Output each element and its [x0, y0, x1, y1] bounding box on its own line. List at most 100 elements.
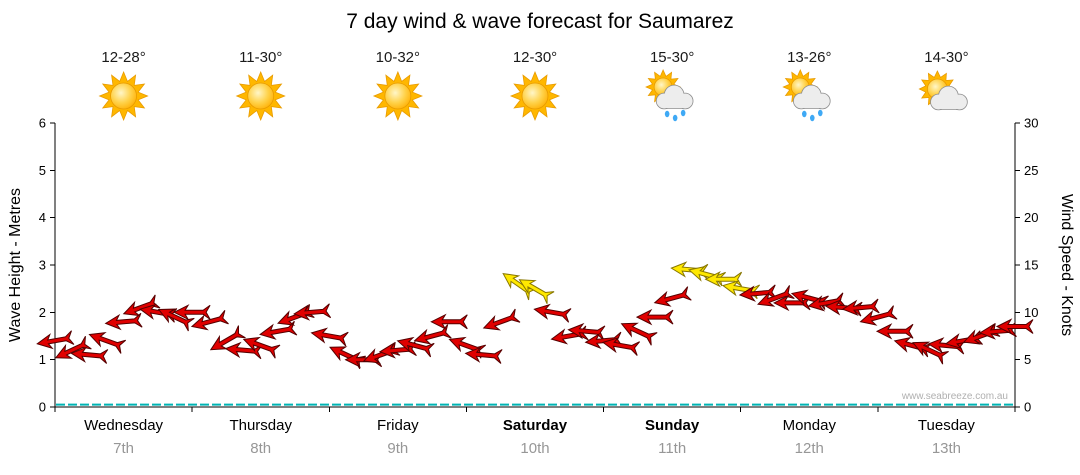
wind-arrow [721, 280, 761, 300]
day-temp: 11-30° [239, 49, 282, 66]
wind-arrow [277, 304, 315, 326]
day-name: Saturday [503, 417, 568, 434]
wind-arrow [413, 324, 452, 345]
wind-arrow [772, 294, 811, 312]
wind-arrow [88, 332, 127, 354]
wind-arrow [70, 346, 109, 364]
right-tick-label: 25 [1024, 163, 1038, 178]
sun-icon [98, 70, 149, 122]
day-temp: 15-30° [650, 49, 694, 66]
right-tick-label: 10 [1024, 305, 1038, 320]
left-tick-label: 3 [39, 258, 46, 273]
wind-arrow [482, 308, 521, 331]
day-headers: 12-28° 11-30° 10-32° 12-30° 15-30° 13-26° 14-3… [98, 49, 969, 122]
day-name: Monday [783, 417, 837, 434]
right-axis-label: Wind Speed - Knots [1058, 194, 1075, 336]
wind-arrow [344, 351, 383, 368]
wind-arrow [927, 337, 966, 355]
wind-arrow [310, 327, 349, 347]
left-tick-label: 2 [39, 305, 46, 320]
wind-arrow [209, 325, 246, 351]
wind-arrow [224, 341, 263, 360]
wind-arrow [448, 336, 487, 359]
wind-arrow [329, 346, 366, 370]
wind-arrow [653, 286, 692, 307]
cloud-icon [655, 84, 694, 110]
axes: 0 1 2 3 4 5 6 0 5 10 15 20 25 30 [39, 116, 1039, 415]
wind-arrow [601, 336, 641, 356]
sun-icon [372, 70, 423, 122]
day-date: 13th [932, 440, 961, 457]
wind-arrow [738, 284, 777, 302]
wind-arrow [550, 325, 589, 345]
wind-arrow [704, 270, 743, 288]
day-temp: 12-30° [513, 49, 557, 66]
day-temp: 14-30° [924, 49, 968, 66]
chart-title: 7 day wind & wave forecast for Saumarez [346, 10, 734, 33]
day-name: Thursday [229, 417, 292, 434]
left-tick-label: 5 [39, 163, 46, 178]
wind-arrow [172, 304, 211, 321]
wind-arrow [464, 346, 503, 364]
wind-arrow [584, 331, 623, 350]
day-temp: 12-28° [101, 49, 145, 66]
day-name: Tuesday [918, 417, 975, 434]
wind-arrow [104, 312, 143, 331]
rain-icon [801, 109, 823, 122]
wind-arrow [242, 336, 281, 359]
right-tick-label: 30 [1024, 116, 1038, 131]
cloud-icon [792, 84, 831, 110]
left-tick-label: 4 [39, 210, 46, 225]
right-tick-label: 15 [1024, 258, 1038, 273]
wind-arrow [841, 298, 880, 317]
wind-arrow [518, 279, 555, 304]
wind-arrow [293, 303, 332, 321]
wind-arrow [54, 336, 92, 359]
wind-arrow [430, 313, 468, 331]
wind-arrow [378, 341, 417, 359]
day-name: Wednesday [84, 417, 163, 434]
rain-icon [664, 109, 686, 122]
wind-arrow [807, 292, 846, 312]
cloud-icon [930, 85, 968, 111]
wind-arrow [757, 285, 795, 307]
wind-arrow [567, 322, 606, 341]
wind-arrows [36, 261, 1034, 370]
wind-arrow [396, 336, 435, 358]
day-name: Sunday [645, 417, 700, 434]
sun-icon [509, 70, 561, 122]
right-tick-label: 5 [1024, 352, 1031, 367]
wind-arrow [533, 303, 572, 323]
wind-arrow [995, 318, 1034, 335]
wind-arrow [190, 310, 229, 331]
wind-arrow [911, 341, 949, 365]
day-temp: 13-26° [787, 49, 831, 66]
wind-arrow [362, 341, 401, 364]
sun-icon [235, 70, 286, 122]
day-temp: 10-32° [376, 49, 420, 66]
left-axis-label: Wave Height - Metres [7, 188, 24, 342]
right-tick-label: 20 [1024, 210, 1038, 225]
wind-arrow [36, 330, 75, 350]
wind-arrow [259, 320, 298, 340]
wind-arrow [122, 294, 161, 317]
day-footers: Wednesday 7th Thursday 8th Friday 9th Saturday… [84, 417, 975, 457]
day-date: 8th [250, 440, 271, 457]
watermark: www.seabreeze.com.au [901, 391, 1008, 402]
wind-arrow [635, 308, 674, 326]
wind-arrow [157, 308, 195, 332]
day-date: 9th [387, 440, 408, 457]
day-date: 12th [795, 440, 824, 457]
day-name: Friday [377, 417, 419, 434]
day-date: 11th [658, 440, 686, 457]
wind-arrow [978, 322, 1017, 340]
left-tick-label: 0 [39, 400, 46, 415]
wind-arrow [962, 322, 1001, 345]
right-tick-label: 0 [1024, 400, 1031, 415]
wind-arrow [620, 322, 658, 346]
day-date: 10th [520, 440, 549, 457]
left-tick-label: 6 [39, 116, 46, 131]
day-date: 7th [113, 440, 134, 457]
